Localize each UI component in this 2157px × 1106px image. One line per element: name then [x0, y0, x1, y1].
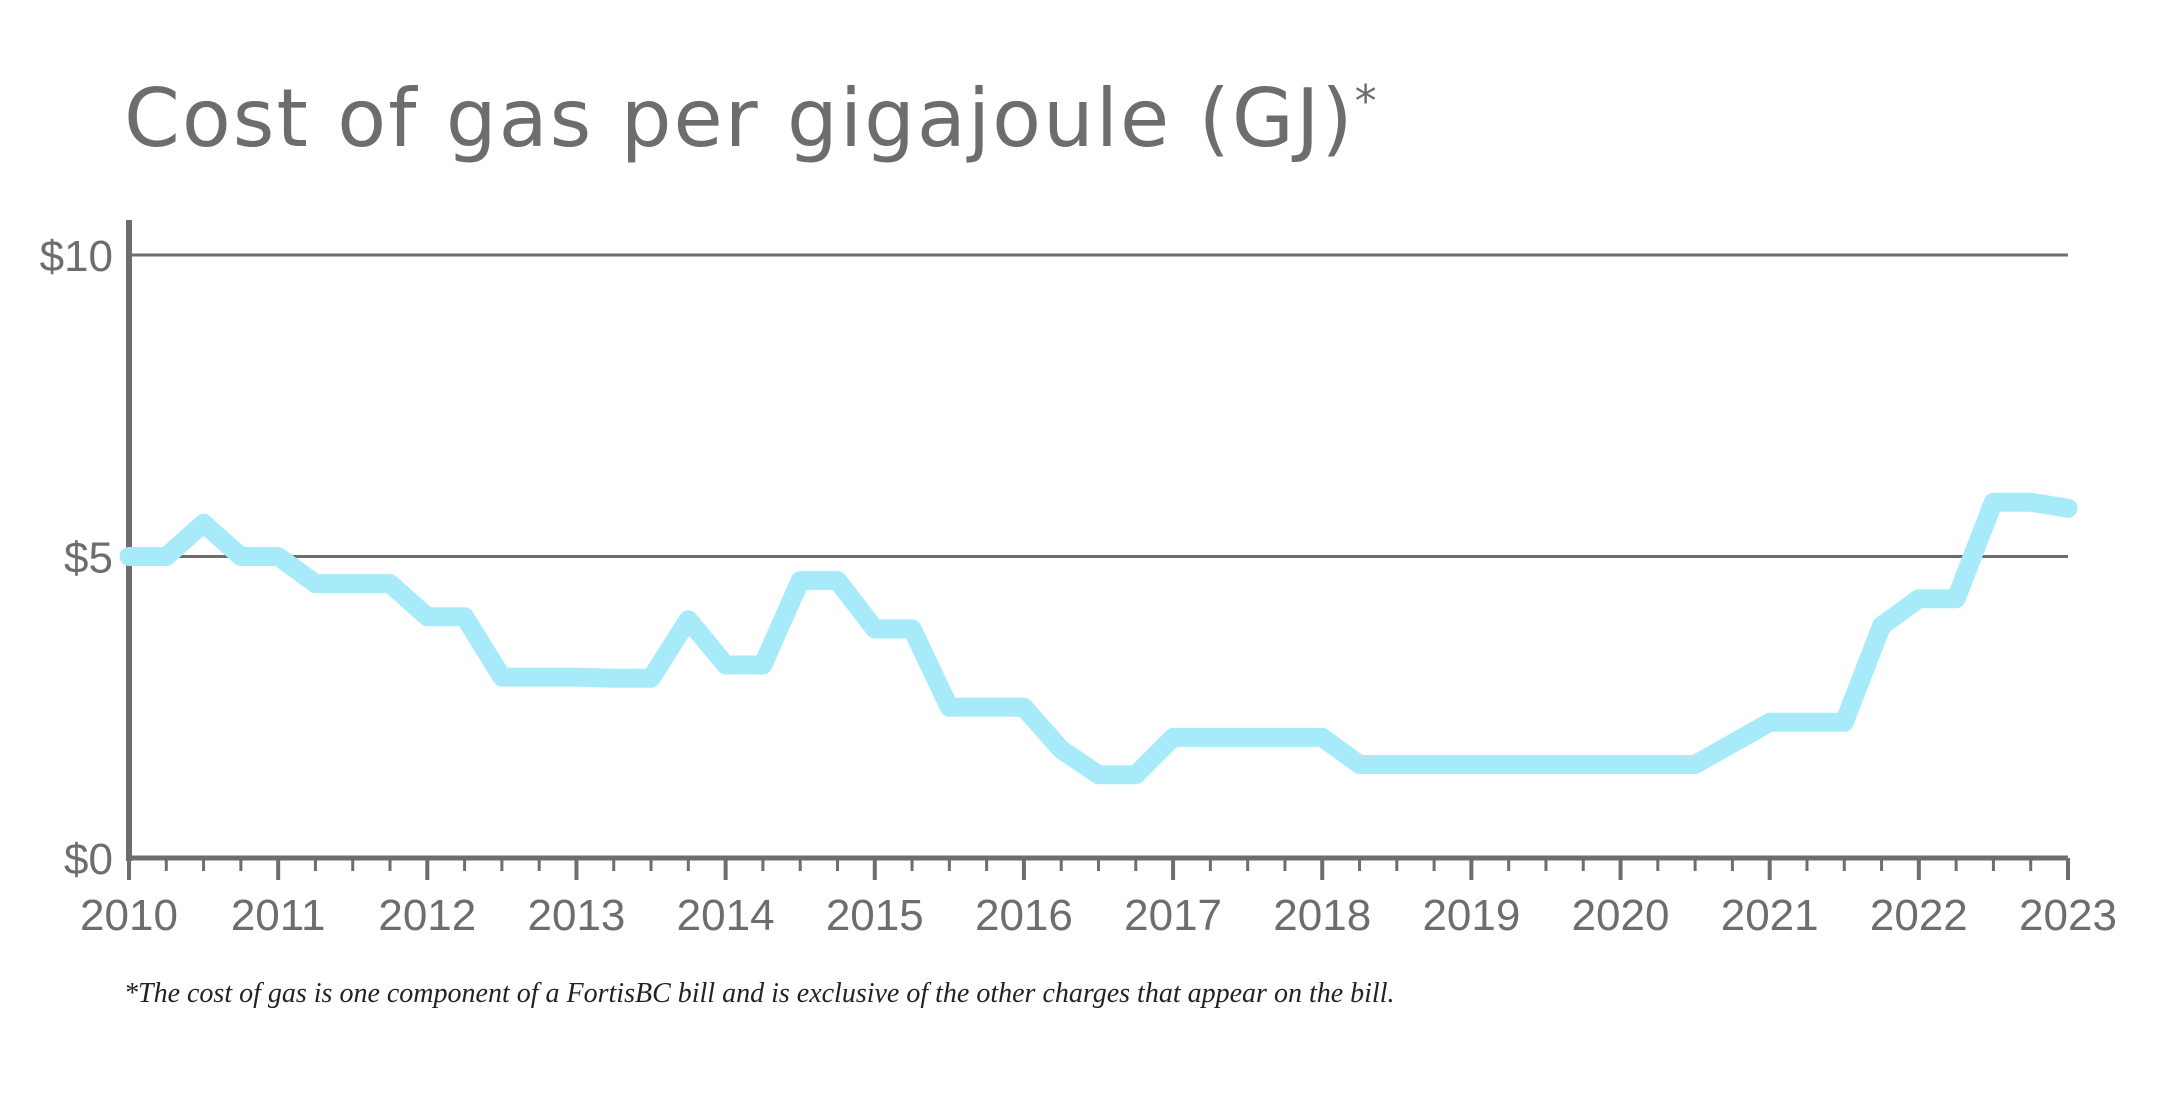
x-tick-label: 2014 [677, 891, 775, 940]
y-tick-label: $10 [40, 232, 113, 281]
data-point [1657, 764, 1659, 766]
data-point [1247, 736, 1249, 738]
data-point [948, 706, 950, 708]
data-point [986, 706, 988, 708]
data-point [1992, 501, 1994, 503]
chart-title-mark: * [1354, 76, 1379, 127]
x-tick-label: 2017 [1124, 891, 1222, 940]
x-tick-label: 2023 [2019, 891, 2117, 940]
axes [126, 220, 2070, 880]
data-point [2067, 507, 2069, 509]
data-point [1172, 736, 1174, 738]
data-point [314, 583, 316, 585]
y-tick-label: $0 [64, 835, 113, 884]
x-tick-label: 2012 [378, 891, 476, 940]
data-point [1433, 764, 1435, 766]
data-point [1694, 764, 1696, 766]
data-point [2030, 501, 2032, 503]
x-tick-label: 2020 [1572, 891, 1670, 940]
data-point [762, 664, 764, 666]
data-point [501, 676, 503, 678]
x-tick-label: 2019 [1422, 891, 1520, 940]
data-point [389, 583, 391, 585]
data-point [874, 628, 876, 630]
data-point [1209, 736, 1211, 738]
series-layer [119, 492, 2078, 785]
data-point [464, 616, 466, 618]
data-point [352, 583, 354, 585]
x-tick-label: 2016 [975, 891, 1073, 940]
data-point [1284, 736, 1286, 738]
data-point [836, 580, 838, 582]
data-point [128, 556, 130, 557]
y-tick-label: $5 [64, 534, 113, 583]
data-point [575, 676, 577, 678]
data-point [1769, 721, 1771, 723]
tick-labels: $0 $5 $10 2010 2011 2012 2013 2014 2015 2016 2017 2… [40, 232, 2117, 940]
data-point [1359, 764, 1361, 766]
chart-title-text: Cost of gas per gigajoule (GJ) [124, 72, 1355, 165]
gridlines [129, 253, 2068, 558]
data-point [911, 628, 913, 630]
x-tick-label: 2010 [80, 891, 178, 940]
x-tick-label: 2018 [1273, 891, 1371, 940]
data-point [1918, 598, 1920, 600]
data-point [1508, 764, 1510, 766]
data-point [203, 522, 205, 524]
data-point [1321, 736, 1323, 738]
data-point [1098, 774, 1099, 776]
data-point [1620, 764, 1622, 766]
data-point [1881, 625, 1883, 627]
x-tick-label: 2015 [826, 891, 924, 940]
data-point [725, 664, 727, 666]
data-point [426, 616, 428, 618]
data-point [687, 619, 689, 621]
data-point [1135, 774, 1137, 776]
data-point [538, 676, 540, 678]
data-point [165, 556, 167, 557]
series-line-0 [119, 492, 2078, 785]
data-point [650, 677, 652, 679]
data-point [1843, 721, 1845, 723]
data-point [277, 556, 279, 557]
data-point [1396, 764, 1398, 766]
data-point [1731, 742, 1733, 744]
footnote: *The cost of gas is one component of a F… [124, 978, 1395, 1009]
data-point [1582, 764, 1584, 766]
data-point [1806, 721, 1808, 723]
data-point [1470, 764, 1472, 766]
data-point [1060, 748, 1062, 750]
data-point [240, 556, 242, 557]
x-tick-label: 2013 [528, 891, 626, 940]
data-point [1023, 706, 1025, 708]
data-point [1545, 764, 1547, 766]
data-point [613, 677, 615, 679]
x-tick-label: 2022 [1870, 891, 1968, 940]
chart-title: Cost of gas per gigajoule (GJ)* [124, 72, 1379, 165]
data-point [799, 580, 801, 582]
x-tick-label: 2021 [1721, 891, 1819, 940]
data-point [1955, 598, 1957, 600]
x-tick-label: 2011 [231, 891, 326, 940]
